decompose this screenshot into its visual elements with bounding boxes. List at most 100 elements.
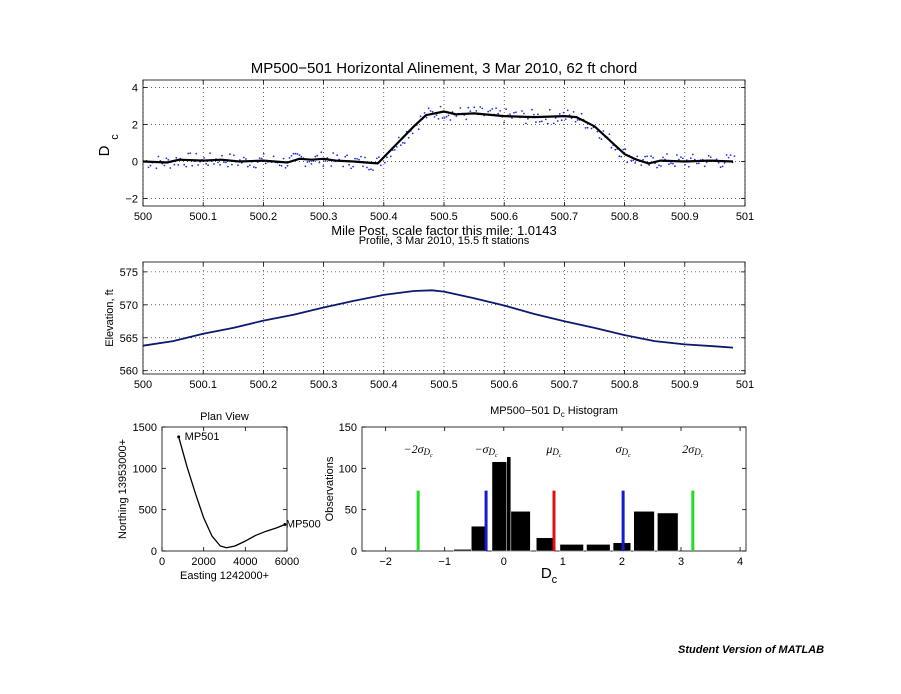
histogram-bar: [633, 511, 655, 552]
alignment-line: [178, 436, 286, 549]
data-point: [300, 155, 303, 158]
mp501-label: MP501: [185, 431, 220, 443]
data-point: [169, 167, 172, 169]
data-point: [443, 117, 446, 119]
data-point: [499, 110, 501, 112]
y-tick-label: 4: [132, 82, 138, 94]
data-point: [207, 164, 210, 167]
y-tick-label: 50: [345, 505, 357, 517]
data-point: [407, 136, 410, 139]
y-tick-label: −2: [125, 194, 138, 206]
histogram-bar: [586, 544, 611, 552]
data-point: [697, 162, 700, 165]
data-point: [479, 106, 482, 108]
data-point: [364, 156, 366, 159]
data-point: [560, 119, 563, 122]
data-point: [264, 162, 267, 165]
y-tick-label: 575: [120, 267, 138, 279]
data-point: [435, 114, 438, 116]
data-point: [155, 167, 158, 170]
data-point: [548, 108, 551, 111]
data-point: [332, 152, 335, 154]
data-point: [562, 111, 565, 114]
data-point: [372, 169, 374, 172]
data-point: [213, 163, 215, 165]
x-tick-label: 500.1: [189, 211, 217, 223]
data-point: [191, 164, 194, 167]
data-point: [157, 155, 160, 158]
mp501-marker: [177, 435, 181, 439]
data-point: [566, 109, 569, 112]
data-point: [401, 141, 404, 144]
data-point: [227, 165, 229, 168]
data-point: [221, 154, 223, 157]
data-point: [715, 158, 718, 161]
data-point: [662, 156, 664, 159]
y-tick-label: 2: [132, 119, 138, 131]
data-point: [707, 154, 710, 157]
data-point: [163, 164, 166, 167]
data-point: [439, 105, 442, 108]
data-point: [425, 116, 428, 119]
data-point: [527, 117, 529, 120]
data-point: [350, 167, 352, 170]
x-tick-label: 500.3: [310, 379, 338, 391]
x-tick-label: 500.3: [310, 211, 338, 223]
data-point: [342, 165, 345, 168]
data-point: [219, 164, 221, 166]
data-point: [693, 158, 696, 161]
data-point: [467, 106, 470, 109]
data-point: [246, 165, 249, 168]
data-point: [703, 165, 706, 168]
data-point: [656, 166, 658, 169]
data-point: [511, 117, 513, 119]
data-point: [691, 153, 694, 156]
data-point: [441, 117, 444, 119]
data-point: [459, 107, 462, 109]
data-point: [231, 163, 233, 166]
data-point: [580, 112, 583, 115]
data-point: [322, 165, 325, 168]
data-point: [356, 158, 358, 160]
histogram-axes: −2 −1 0 1 2 3 4 0 50 100 150 −2σDc −σDc μDc σDc 2σDc MP5…: [324, 405, 747, 586]
data-point: [521, 110, 523, 112]
data-point: [598, 137, 601, 139]
x-tick-label: 500.5: [430, 211, 458, 223]
data-point: [626, 161, 629, 164]
data-point: [205, 162, 208, 165]
mp500-marker: [283, 523, 287, 527]
data-point: [397, 136, 400, 139]
axes-frame: [161, 426, 288, 552]
x-tick-label: 500.7: [551, 211, 579, 223]
x-tick-label: 6000: [275, 556, 299, 568]
data-point: [610, 146, 613, 149]
y-tick-label: 570: [120, 300, 138, 312]
x-tick-label: −1: [438, 556, 451, 568]
stat-line-label: 2σDc: [682, 442, 703, 459]
data-point: [386, 156, 388, 159]
data-point: [564, 118, 567, 120]
data-point: [217, 161, 219, 164]
histogram-bar: [510, 511, 531, 552]
data-point: [544, 118, 547, 121]
data-point: [248, 164, 251, 167]
data-point: [552, 122, 555, 125]
data-point: [537, 113, 539, 116]
x-axis-label: Mile Post, scale factor this mile: 1.014…: [331, 223, 556, 238]
data-point: [556, 120, 559, 122]
data-point: [203, 157, 206, 159]
data-point: [634, 162, 637, 164]
data-point: [344, 155, 347, 158]
data-point: [411, 132, 414, 135]
data-point: [304, 165, 307, 168]
x-tick-label: 500.4: [370, 211, 398, 223]
x-tick-label: 500.2: [250, 379, 278, 391]
data-point: [596, 130, 599, 133]
x-tick-label: 500: [134, 379, 152, 391]
x-tick-label: 500.5: [430, 379, 458, 391]
data-point: [419, 115, 422, 118]
x-axis-label: Dc: [541, 565, 558, 586]
data-point: [538, 120, 541, 123]
data-point: [308, 160, 311, 163]
